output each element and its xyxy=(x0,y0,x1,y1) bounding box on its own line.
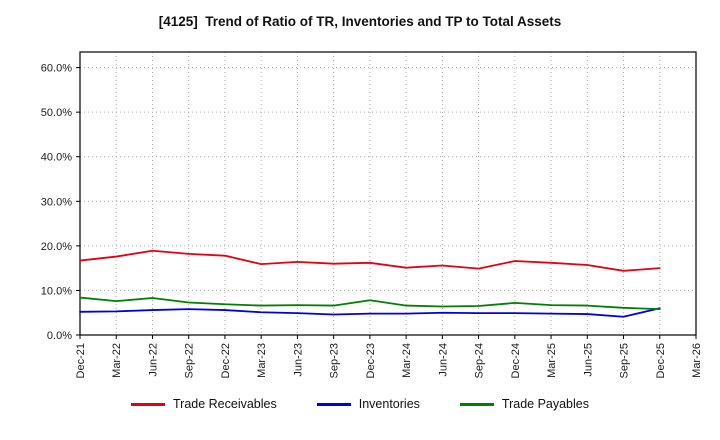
svg-text:10.0%: 10.0% xyxy=(41,285,72,297)
svg-text:Mar-24: Mar-24 xyxy=(401,343,413,378)
legend-label: Inventories xyxy=(358,397,420,411)
svg-text:40.0%: 40.0% xyxy=(41,152,72,164)
legend-line-swatch xyxy=(316,402,351,406)
legend-label: Trade Payables xyxy=(501,397,589,411)
legend-line-swatch xyxy=(130,402,165,406)
legend-line-swatch xyxy=(459,402,494,406)
svg-text:Mar-22: Mar-22 xyxy=(111,343,123,378)
svg-text:30.0%: 30.0% xyxy=(41,196,72,208)
svg-text:0.0%: 0.0% xyxy=(47,330,72,342)
svg-text:Dec-21: Dec-21 xyxy=(75,343,87,378)
svg-text:Dec-24: Dec-24 xyxy=(510,343,522,378)
svg-text:Sep-23: Sep-23 xyxy=(329,343,341,378)
svg-text:50.0%: 50.0% xyxy=(41,107,72,119)
svg-text:Dec-23: Dec-23 xyxy=(365,343,377,378)
svg-text:Mar-26: Mar-26 xyxy=(691,343,703,378)
legend-item-trade-receivables: Trade Receivables xyxy=(130,397,277,411)
svg-text:Jun-23: Jun-23 xyxy=(292,343,304,377)
svg-text:Sep-22: Sep-22 xyxy=(184,343,196,378)
svg-text:Mar-23: Mar-23 xyxy=(256,343,268,378)
line-chart: 0.0% 10.0% 20.0% 30.0% 40.0% 50.0% 60.0% Dec-21… xyxy=(41,51,703,378)
svg-text:Jun-22: Jun-22 xyxy=(147,343,159,377)
svg-text:Dec-25: Dec-25 xyxy=(655,343,667,378)
legend-label: Trade Receivables xyxy=(172,397,277,411)
svg-text:Jun-25: Jun-25 xyxy=(582,343,594,377)
svg-text:Sep-25: Sep-25 xyxy=(619,343,631,378)
svg-text:Dec-22: Dec-22 xyxy=(220,343,232,378)
chart-legend: Trade Receivables Inventories Trade Payabl… xyxy=(0,397,720,411)
legend-item-inventories: Inventories xyxy=(316,397,420,411)
svg-text:20.0%: 20.0% xyxy=(41,241,72,253)
svg-text:Jun-24: Jun-24 xyxy=(437,343,449,377)
legend-item-trade-payables: Trade Payables xyxy=(459,397,589,411)
svg-text:Mar-25: Mar-25 xyxy=(546,343,558,378)
chart-title: [4125] Trend of Ratio of TR, Inventories… xyxy=(158,14,562,29)
svg-text:Sep-24: Sep-24 xyxy=(474,343,486,378)
svg-text:60.0%: 60.0% xyxy=(41,63,72,75)
